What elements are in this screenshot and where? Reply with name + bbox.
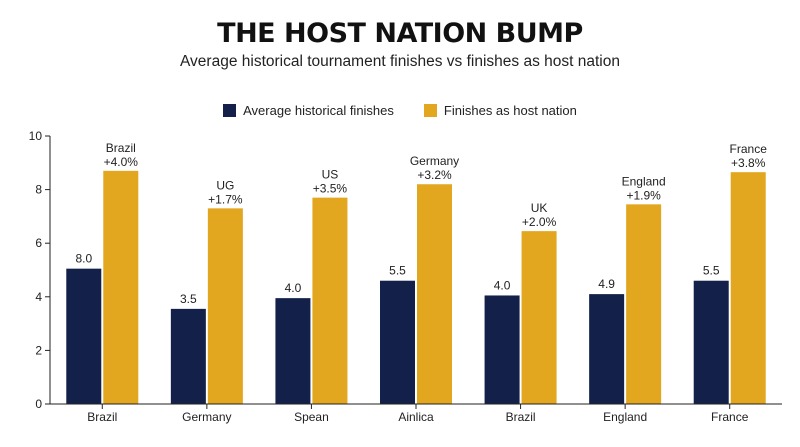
chart-title: THE HOST NATION BUMP	[217, 18, 583, 49]
x-tick-label: France	[711, 410, 749, 424]
x-tick-label: England	[603, 410, 647, 424]
y-tick-label: 6	[35, 236, 42, 250]
bar-historical	[66, 268, 102, 404]
data-label-host-country: US	[322, 168, 339, 182]
data-label-host-change: +1.9%	[626, 188, 661, 202]
data-label-historical: 8.0	[75, 252, 92, 266]
y-tick-label: 2	[35, 343, 42, 357]
y-tick-label: 10	[29, 129, 43, 143]
x-tick-label: Spean	[294, 410, 329, 424]
bar-host	[626, 204, 662, 404]
y-tick-label: 8	[35, 183, 42, 197]
bar-historical	[484, 295, 520, 404]
x-tick-label: Brazil	[87, 410, 117, 424]
data-label-host-country: Germany	[410, 154, 459, 168]
bar-host	[521, 231, 557, 404]
data-label-historical: 4.0	[494, 278, 511, 292]
bar-historical	[589, 294, 625, 404]
legend-label-host: Finishes as host nation	[443, 103, 577, 118]
data-label-historical: 5.5	[703, 264, 720, 278]
legend-swatch-historical	[223, 104, 237, 117]
data-label-historical: 4.9	[598, 277, 615, 291]
legend-item-host: Finishes as host nation	[423, 103, 577, 118]
data-label-historical: 4.0	[285, 281, 302, 295]
bar-historical	[380, 280, 415, 404]
data-label-host-country: Brazil	[106, 141, 136, 155]
x-tick-label: Germany	[182, 410, 231, 424]
legend-item-historical: Average historical finishes	[223, 103, 394, 118]
chart-legend: Average historical finishes Finishes as …	[0, 103, 800, 118]
data-label-host-change: +2.0%	[522, 215, 557, 229]
data-label-host-country: UG	[216, 178, 234, 192]
bar-host	[312, 197, 348, 404]
data-label-host-country: France	[730, 142, 768, 156]
bar-historical	[170, 308, 206, 404]
bar-historical	[275, 298, 311, 404]
legend-swatch-host	[423, 104, 437, 117]
data-label-host-change: +3.8%	[731, 156, 766, 170]
data-label-host-change: +4.0%	[104, 155, 139, 169]
bar-historical	[693, 280, 729, 404]
bar-host	[417, 184, 452, 404]
x-tick-label: Ainlica	[398, 410, 434, 424]
y-tick-label: 4	[35, 290, 42, 304]
data-label-host-country: UK	[531, 201, 548, 215]
data-label-host-change: +3.2%	[417, 168, 452, 182]
chart-subtitle: Average historical tournament finishes v…	[180, 53, 620, 70]
data-label-host-change: +1.7%	[208, 192, 243, 206]
x-tick-label: Brazil	[506, 410, 536, 424]
bar-host	[207, 208, 243, 404]
bar-host	[730, 172, 766, 404]
legend-label-historical: Average historical finishes	[243, 103, 394, 118]
y-tick-label: 0	[35, 397, 42, 411]
data-label-host-country: England	[622, 174, 666, 188]
data-label-historical: 3.5	[180, 292, 197, 306]
data-label-historical: 5.5	[389, 264, 406, 278]
data-label-host-change: +3.5%	[313, 182, 348, 196]
bar-host	[103, 170, 139, 404]
